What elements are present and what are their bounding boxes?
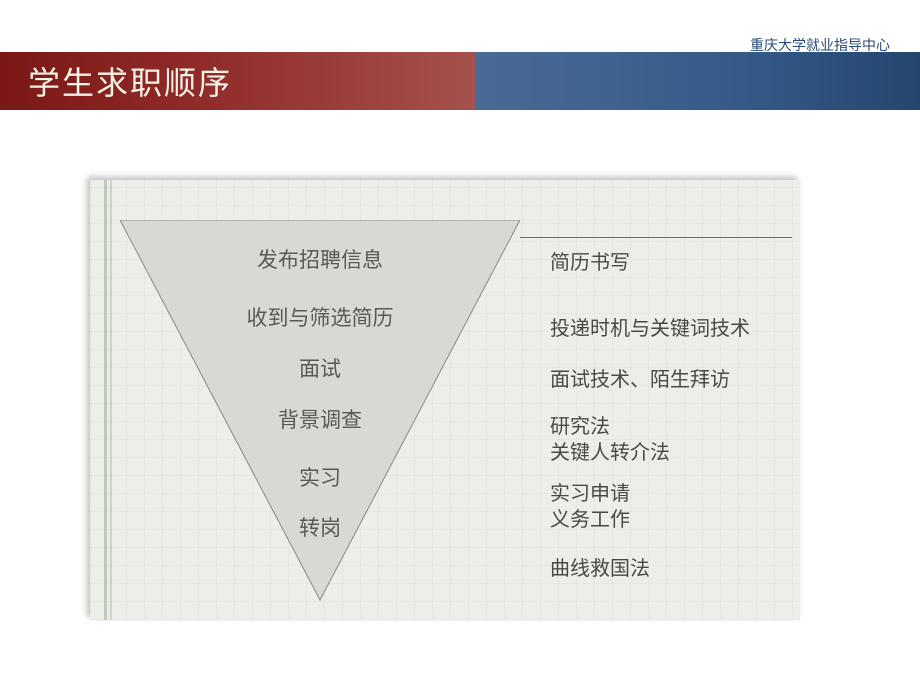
right-item-4: 研究法 [550,410,610,439]
title-bar: 学生求职顺序 [0,52,920,110]
right-item-7: 义务工作 [550,503,630,532]
right-item-1: 简历书写 [550,246,630,275]
funnel-step-3: 面试 [270,353,370,383]
funnel-step-2: 收到与筛选简历 [210,302,430,332]
right-item-5: 关键人转介法 [550,436,670,465]
margin-stripe-1 [104,180,107,620]
diagram-container: 发布招聘信息 收到与筛选简历 面试 背景调查 实习 转岗 简历书写 投递时机与关… [90,180,800,620]
right-item-3: 面试技术、陌生拜访 [550,363,730,392]
title-bar-left: 学生求职顺序 [0,52,475,110]
page-title: 学生求职顺序 [28,58,232,104]
title-bar-right [475,52,920,110]
divider-line [520,237,792,238]
right-item-8: 曲线救国法 [550,552,650,581]
funnel-step-4: 背景调查 [250,404,390,434]
funnel-step-5: 实习 [270,462,370,492]
funnel-step-6: 转岗 [270,512,370,542]
right-item-6: 实习申请 [550,477,630,506]
margin-stripe-2 [110,180,112,620]
funnel-step-1: 发布招聘信息 [220,244,420,274]
right-item-2: 投递时机与关键词技术 [550,312,750,341]
